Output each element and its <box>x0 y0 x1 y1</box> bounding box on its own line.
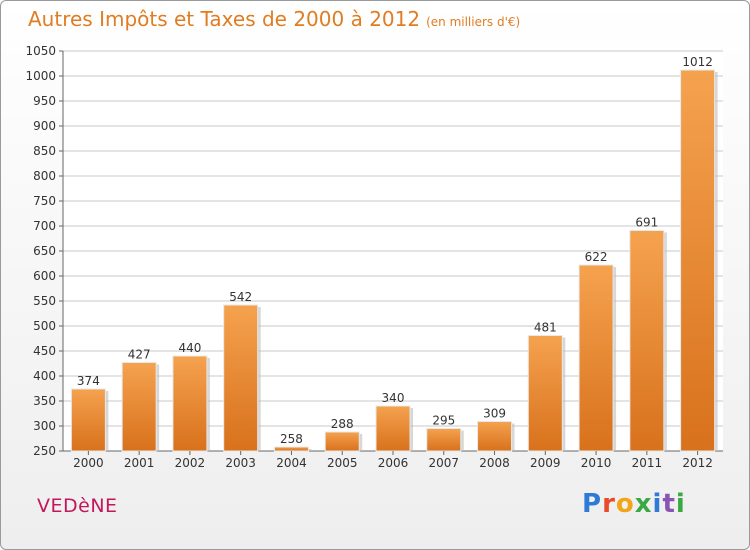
bar-value-label: 691 <box>635 216 658 230</box>
x-tick-label: 2010 <box>581 456 612 470</box>
bar-value-label: 295 <box>432 414 455 428</box>
bar-value-label: 288 <box>331 417 354 431</box>
proxiti-logo: Proxiti <box>582 489 686 519</box>
x-tick-label: 2011 <box>632 456 663 470</box>
bar <box>70 388 106 452</box>
bar <box>426 428 462 452</box>
y-tick-label: 500 <box>33 319 56 333</box>
y-tick-label: 1000 <box>25 69 56 83</box>
chart-title: Autres Impôts et Taxes de 2000 à 2012 (en… <box>28 7 520 31</box>
y-tick-label: 750 <box>33 194 56 208</box>
bar <box>680 69 716 452</box>
y-tick-label: 600 <box>33 269 56 283</box>
bar-value-label: 374 <box>77 374 100 388</box>
y-tick-label: 350 <box>33 394 56 408</box>
x-tick-label: 2001 <box>124 456 155 470</box>
bar <box>324 431 360 452</box>
y-tick-label: 900 <box>33 119 56 133</box>
chart-title-text: Autres Impôts et Taxes de 2000 à 2012 <box>28 7 421 31</box>
bar-value-label: 440 <box>178 341 201 355</box>
y-tick-label: 950 <box>33 94 56 108</box>
x-tick-label: 2009 <box>530 456 561 470</box>
y-tick-label: 700 <box>33 219 56 233</box>
x-tick-label: 2012 <box>682 456 713 470</box>
chart-unit-text: (en milliers d'€) <box>426 15 521 29</box>
x-tick-label: 2002 <box>175 456 206 470</box>
y-tick-label: 400 <box>33 369 56 383</box>
y-tick-label: 300 <box>33 419 56 433</box>
y-tick-label: 800 <box>33 169 56 183</box>
x-tick-label: 2005 <box>327 456 358 470</box>
bar-value-label: 427 <box>128 348 151 362</box>
bar-value-label: 258 <box>280 432 303 446</box>
bar <box>477 421 513 452</box>
x-tick-label: 2006 <box>378 456 409 470</box>
bar-value-label: 340 <box>382 391 405 405</box>
y-tick-label: 550 <box>33 294 56 308</box>
y-tick-label: 450 <box>33 344 56 358</box>
bar <box>527 335 563 452</box>
x-tick-label: 2003 <box>225 456 256 470</box>
x-tick-label: 2000 <box>73 456 104 470</box>
bar <box>223 304 259 452</box>
x-tick-label: 2008 <box>479 456 510 470</box>
bar-value-label: 309 <box>483 407 506 421</box>
bar-value-label: 622 <box>585 250 608 264</box>
bar-value-label: 481 <box>534 321 557 335</box>
y-tick-label: 250 <box>33 444 56 458</box>
y-tick-label: 1050 <box>25 44 56 58</box>
y-tick-label: 650 <box>33 244 56 258</box>
bar <box>629 230 665 452</box>
x-tick-label: 2004 <box>276 456 307 470</box>
bar <box>375 405 411 452</box>
x-tick-label: 2007 <box>428 456 459 470</box>
bar <box>273 446 309 452</box>
bar <box>121 362 157 452</box>
bar <box>172 355 208 452</box>
bar-value-label: 1012 <box>682 55 713 69</box>
bar <box>578 264 614 452</box>
city-name: VEDèNE <box>37 495 118 517</box>
bar-value-label: 542 <box>229 290 252 304</box>
y-tick-label: 850 <box>33 144 56 158</box>
